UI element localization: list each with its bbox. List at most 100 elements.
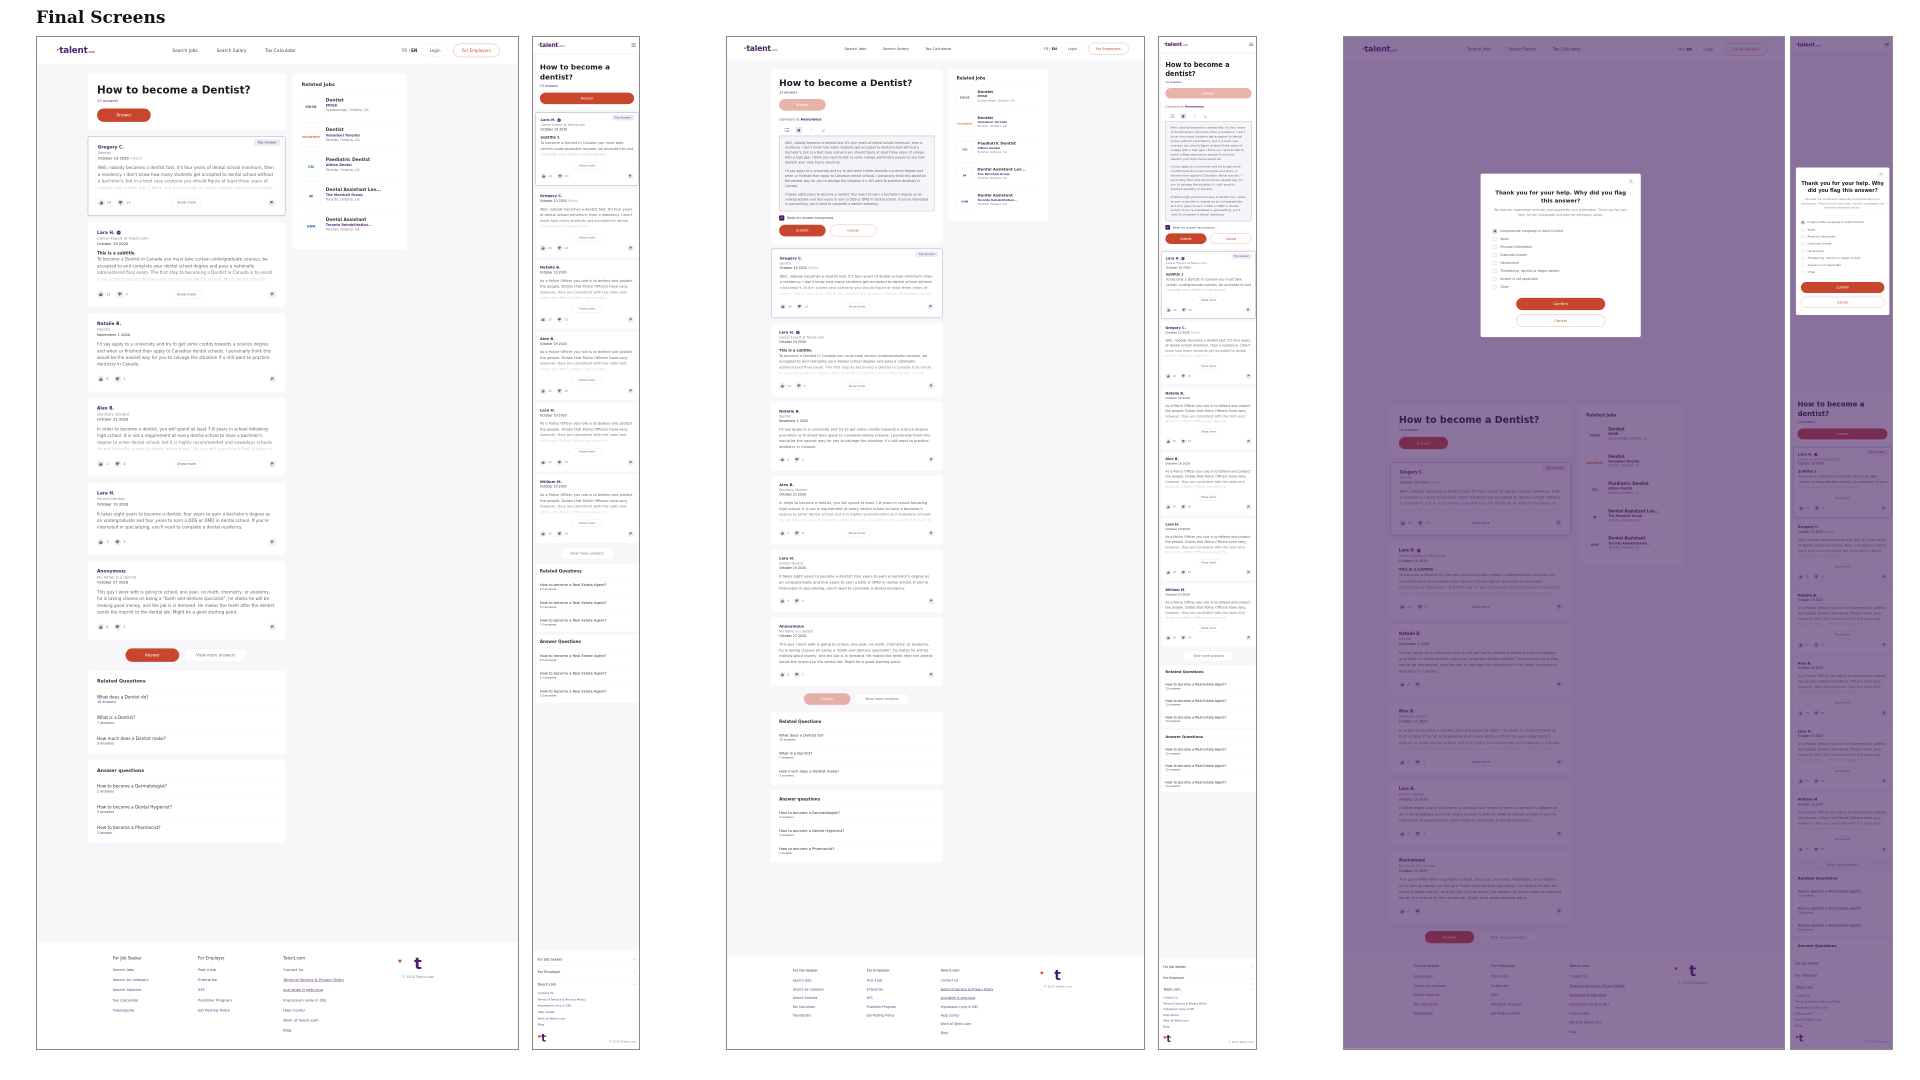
flag-icon[interactable] — [627, 172, 634, 180]
footer-link[interactable]: ATS — [197, 987, 205, 993]
author-name[interactable]: William M. — [539, 479, 563, 484]
footer-link[interactable]: Contact Us — [283, 967, 304, 973]
show-more-button[interactable]: Show more — [1193, 297, 1224, 304]
footer-link[interactable]: Blog — [283, 1028, 292, 1033]
job-title[interactable]: Paediatric Dentist — [977, 141, 1016, 146]
show-more-button[interactable]: Show more — [1193, 624, 1224, 632]
footer-link[interactable]: Work at Talent.com — [1163, 1019, 1189, 1023]
show-more-button[interactable]: Show more — [571, 448, 603, 456]
question-link[interactable]: What is a Dentist? 7 answers — [779, 746, 935, 765]
cancel-button[interactable]: Cancel — [1800, 296, 1885, 308]
nav-link[interactable]: Tax Calculator — [925, 46, 952, 51]
flag-reason-option[interactable]: Other — [1800, 270, 1885, 275]
flag-icon[interactable] — [627, 244, 635, 252]
question-link[interactable]: How to become a Real Estate Agent?13 ans… — [539, 578, 635, 596]
talent-logo[interactable]: ·talent.com — [1163, 41, 1188, 47]
submit-button[interactable]: Submit — [779, 224, 826, 237]
flag-icon[interactable] — [268, 375, 277, 383]
show-more-button[interactable]: Show more — [1193, 559, 1224, 567]
flag-icon[interactable] — [627, 387, 635, 395]
flag-reason-option[interactable]: Duplicate Answer — [1492, 253, 1629, 258]
job-title[interactable]: Dentist — [325, 127, 344, 133]
flag-icon[interactable] — [268, 198, 276, 207]
footer-link[interactable]: Work at Talent.com — [283, 1018, 319, 1023]
collapse-icon[interactable] — [633, 982, 636, 986]
flag-reason-option[interactable]: Personal Information — [1800, 234, 1885, 239]
checkbox-checked-icon[interactable]: ✓ — [1165, 224, 1171, 230]
flag-icon[interactable] — [268, 538, 277, 546]
question-link[interactable]: How to become a Dermatologist? 2 answers — [779, 806, 935, 824]
flag-reason-option[interactable]: Spam — [1800, 227, 1885, 232]
show-more-button[interactable]: Show more — [1193, 428, 1224, 436]
like-button[interactable]: 15 — [1165, 373, 1176, 379]
like-button[interactable]: 15 — [539, 244, 552, 252]
like-button[interactable]: 15 — [1165, 569, 1176, 576]
dislike-button[interactable]: 13 — [796, 303, 808, 310]
footer-link[interactable]: Enterprise — [197, 977, 217, 983]
nav-link[interactable]: Search Salary — [882, 46, 909, 51]
footer-link[interactable]: Help Center — [1163, 1013, 1179, 1017]
footer-link[interactable]: Search Jobs — [792, 978, 812, 983]
dislike-button[interactable]: 1 — [793, 456, 804, 463]
dislike-button[interactable]: 13 — [1180, 373, 1191, 379]
confirm-button[interactable]: Confirm — [1800, 282, 1885, 294]
footer-link[interactable]: ATS — [866, 996, 873, 1000]
radio-button[interactable] — [1800, 263, 1805, 268]
cancel-button[interactable]: Cancel — [1210, 233, 1252, 244]
show-more-button[interactable]: Show more — [843, 302, 870, 311]
author-name[interactable]: Natalie B. — [539, 265, 561, 270]
flag-icon[interactable] — [927, 303, 934, 310]
footer-link[interactable]: Impressum (only in DE) — [1163, 1008, 1195, 1011]
job-title[interactable]: Dental Assistant — [325, 217, 367, 223]
cancel-button[interactable]: Cancel — [1516, 314, 1606, 327]
footer-link[interactable]: Blog — [537, 1023, 544, 1027]
job-title[interactable]: Dental Assistant Lev... — [325, 187, 382, 193]
author-name[interactable]: Natalie B. — [1165, 391, 1185, 396]
footer-link[interactable]: Search by category — [792, 987, 824, 992]
flag-icon[interactable] — [627, 316, 635, 323]
question-link[interactable]: How to become a Real Estate Agent?13 ans… — [1165, 760, 1252, 776]
dislike-button[interactable]: 0 — [113, 460, 125, 468]
like-button[interactable]: 24 — [1165, 307, 1177, 313]
dislike-button[interactable]: 13 — [556, 387, 568, 395]
radio-button[interactable] — [1492, 253, 1498, 258]
flag-reason-option[interactable]: Other — [1492, 284, 1629, 290]
footer-link[interactable]: Job Posting Policy — [197, 1008, 231, 1013]
question-link[interactable]: How to become a Pharmacist? 1 answer — [97, 820, 276, 835]
flag-icon[interactable] — [1245, 373, 1252, 379]
radio-button[interactable] — [1800, 227, 1805, 232]
for-employers-button[interactable]: For Employers — [1087, 42, 1129, 55]
view-more-answers-button[interactable]: View more answers — [1183, 650, 1234, 662]
question-link[interactable]: How to become a Real Estate Agent?13 ans… — [539, 667, 635, 685]
footer-link[interactable]: Publisher Program — [866, 1004, 896, 1009]
footer-link[interactable]: Search Salaries — [792, 996, 818, 1000]
author-name[interactable]: Alex B. — [539, 336, 555, 342]
flag-reason-option[interactable]: Harassment — [1800, 249, 1885, 253]
dislike-button[interactable]: 13 — [556, 316, 568, 323]
show-more-button[interactable]: Show more — [571, 233, 603, 242]
question-link[interactable]: How much does a Dentist make? 3 answers — [779, 765, 934, 777]
bulleted-list-button[interactable] — [783, 127, 790, 133]
flag-icon[interactable] — [1245, 438, 1252, 445]
radio-button[interactable] — [1492, 276, 1498, 282]
footer-link[interactable]: Post a Job — [866, 978, 883, 983]
author-name[interactable]: Anonymous — [779, 624, 804, 629]
hamburger-menu-icon[interactable] — [1248, 42, 1254, 47]
nav-link[interactable]: Search Salary — [216, 47, 247, 53]
lang-fr[interactable]: FR — [402, 48, 408, 53]
nav-link[interactable]: Search Jobs — [844, 46, 867, 51]
dislike-button[interactable]: 13 — [556, 459, 568, 466]
question-link[interactable]: What is a Dentist? 7 answers — [97, 710, 277, 731]
flag-reason-option[interactable]: Inappropriate Language or Adult Content — [1492, 229, 1629, 234]
footer-link[interactable]: Help Center — [940, 1013, 960, 1018]
footer-link[interactable]: Work at Talent.com — [940, 1022, 972, 1027]
footer-link[interactable]: Blog — [1163, 1025, 1170, 1029]
flag-icon[interactable] — [928, 382, 935, 390]
author-name[interactable]: Lara H. — [779, 330, 795, 335]
footer-link[interactable]: Tax Calculator — [792, 1004, 816, 1009]
answer-button[interactable]: Answer — [125, 648, 180, 662]
